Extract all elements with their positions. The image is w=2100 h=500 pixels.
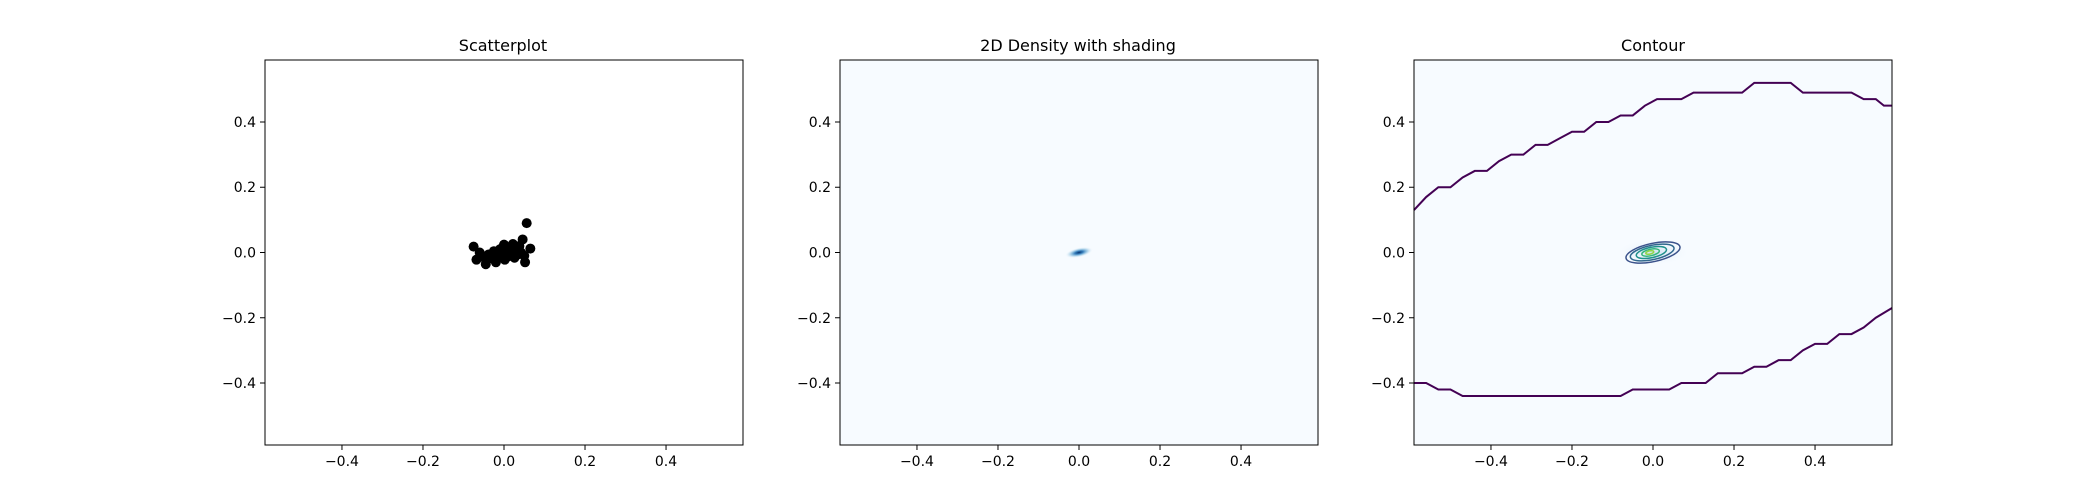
- contour-y-ticks: 0.4 0.2 0.0 −0.2 −0.4: [1371, 115, 1414, 392]
- scatter-point: [499, 239, 509, 250]
- density-y-tick-label: −0.2: [797, 311, 831, 327]
- scatter-x-tick-label: 0.0: [493, 454, 515, 470]
- density-x-tick-label: 0.4: [1230, 454, 1252, 470]
- contour-y-tick-label: −0.2: [1371, 311, 1405, 327]
- scatter-y-tick-label: 0.4: [234, 115, 256, 131]
- contour-inner-levels: [1625, 241, 1681, 264]
- scatter-point: [520, 257, 531, 268]
- contour-x-tick-label: 0.2: [1723, 454, 1745, 470]
- scatter-x-tick-label: 0.4: [655, 454, 677, 470]
- contour-inner-level-line: [1645, 249, 1655, 256]
- density-x-tick-label: −0.2: [981, 454, 1015, 470]
- contour-inner-level-line: [1635, 245, 1668, 260]
- density-y-ticks: 0.4 0.2 0.0 −0.2 −0.4: [797, 115, 840, 392]
- contour-y-tick-label: 0.0: [1383, 246, 1405, 262]
- density-y-tick-label: 0.2: [809, 180, 831, 196]
- contour-inner-level-line: [1625, 241, 1681, 264]
- contour-outer-lower-line: [1414, 307, 1893, 398]
- contour-title: Contour: [1621, 36, 1685, 55]
- scatter-title: Scatterplot: [459, 36, 547, 55]
- scatter-points: [468, 218, 536, 270]
- contour-y-tick-label: 0.4: [1383, 115, 1405, 131]
- contour-inner-level-line: [1641, 248, 1661, 257]
- density-blob: [1065, 246, 1093, 259]
- contour-inner-level-line: [1629, 243, 1675, 262]
- scatter-point: [525, 243, 536, 254]
- scatter-x-tick-label: −0.2: [406, 454, 440, 470]
- scatter-point: [517, 234, 528, 245]
- scatter-panel: Scatterplot −0.4 −0.2 0.0 0.2 0.4 0.40.20.0−…: [222, 36, 744, 470]
- scatter-point: [474, 247, 485, 258]
- contour-outer-upper-line: [1413, 81, 1892, 211]
- density-panel: 2D Density with shading −0.4 −0.2 0.0 0.2 0.…: [797, 36, 1319, 470]
- contour-y-tick-label: −0.4: [1371, 376, 1405, 392]
- density-y-tick-label: −0.4: [797, 376, 831, 392]
- scatter-y-tick-label: −0.2: [222, 311, 256, 327]
- contour-x-tick-label: −0.2: [1555, 454, 1589, 470]
- scatter-y-tick-label: 0.0: [234, 246, 256, 262]
- density-y-tick-label: 0.4: [809, 115, 831, 131]
- contour-y-tick-label: 0.2: [1383, 180, 1405, 196]
- density-x-ticks: −0.4 −0.2 0.0 0.2 0.4: [900, 445, 1252, 470]
- density-y-tick-label: 0.0: [809, 246, 831, 262]
- scatter-x-ticks: −0.4 −0.2 0.0 0.2 0.4: [325, 445, 677, 470]
- contour-x-tick-label: 0.0: [1642, 454, 1664, 470]
- density-title: 2D Density with shading: [980, 36, 1176, 55]
- contour-x-tick-label: −0.4: [1474, 454, 1508, 470]
- contour-x-ticks: −0.4 −0.2 0.0 0.2 0.4: [1474, 445, 1826, 470]
- scatter-x-tick-label: −0.4: [325, 454, 359, 470]
- contour-x-tick-label: 0.4: [1804, 454, 1826, 470]
- contour-panel: Contour −0.4 −0.2 0.0 0.2 0.4 0.40.20.0−0.2−…: [1371, 36, 1893, 470]
- scatter-y-tick-label: 0.2: [234, 180, 256, 196]
- scatter-x-tick-label: 0.2: [574, 454, 596, 470]
- density-x-tick-label: 0.0: [1068, 454, 1090, 470]
- scatter-point: [521, 218, 532, 229]
- scatter-y-tick-label: −0.4: [222, 376, 256, 392]
- density-x-tick-label: −0.4: [900, 454, 934, 470]
- density-x-tick-label: 0.2: [1149, 454, 1171, 470]
- scatter-y-ticks: 0.4 0.2 0.0 −0.2 −0.4: [222, 115, 265, 392]
